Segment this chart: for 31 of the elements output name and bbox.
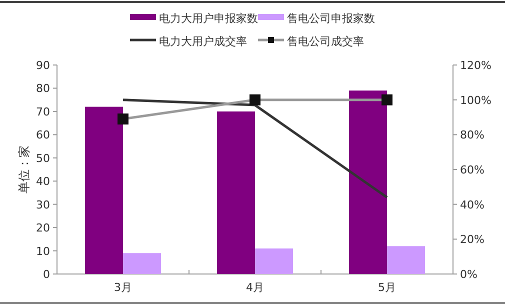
x-tick-label: 4月 bbox=[246, 281, 264, 294]
y2-tick-label: 120% bbox=[460, 59, 492, 72]
bar bbox=[255, 248, 293, 274]
legend-label: 售电公司申报家数 bbox=[287, 12, 375, 25]
bar bbox=[85, 106, 123, 274]
y2-tick-label: 40% bbox=[460, 198, 484, 212]
y-tick-label: 60 bbox=[36, 128, 50, 142]
y-tick-label: 30 bbox=[36, 198, 50, 212]
legend-label: 电力大用户成交率 bbox=[159, 35, 247, 48]
bar bbox=[387, 246, 425, 274]
y-tick-label: 40 bbox=[36, 175, 50, 188]
y-tick-label: 70 bbox=[36, 105, 50, 118]
y2-tick-label: 60% bbox=[460, 164, 484, 176]
x-tick-label: 3月 bbox=[114, 281, 132, 294]
y-tick-label: 90 bbox=[36, 59, 50, 72]
bar bbox=[123, 253, 161, 274]
legend-label: 售电公司成交率 bbox=[287, 35, 364, 48]
bar bbox=[217, 111, 255, 274]
y2-tick-label: 80% bbox=[460, 128, 484, 142]
y-tick-label: 20 bbox=[36, 222, 50, 235]
y-tick-label: 50 bbox=[36, 152, 50, 165]
y-tick-label: 0 bbox=[43, 268, 50, 281]
y-tick-label: 80 bbox=[36, 82, 50, 96]
y-axis-title: 单位：家 bbox=[17, 146, 31, 194]
y2-tick-label: 20% bbox=[460, 233, 484, 246]
y-tick-label: 10 bbox=[36, 244, 50, 258]
legend-label: 电力大用户申报家数 bbox=[159, 12, 258, 25]
bar bbox=[349, 90, 387, 274]
x-tick-label: 5月 bbox=[378, 281, 396, 294]
y2-tick-label: 100% bbox=[460, 94, 492, 107]
y2-tick-label: 0% bbox=[460, 268, 478, 281]
